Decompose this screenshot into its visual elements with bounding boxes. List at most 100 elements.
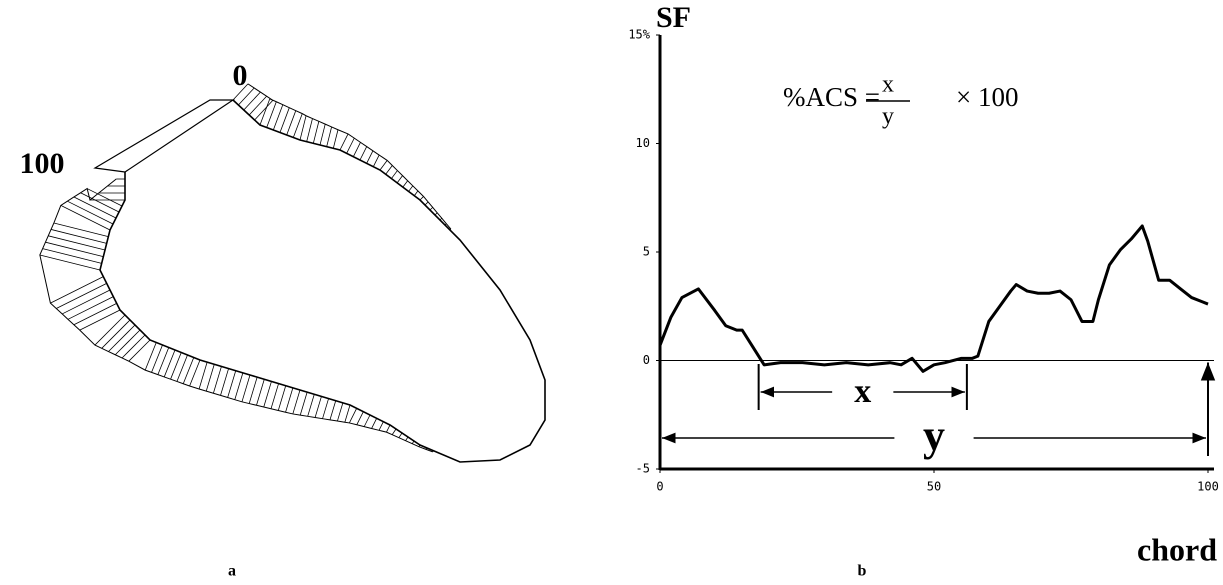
hatch-line [67,296,114,320]
hatch-line [270,383,279,409]
hatch-line [312,121,320,144]
hatch-line [332,129,339,149]
span-label: y [923,411,945,460]
band-edge [247,83,452,230]
data-line [658,224,1209,373]
hatch-line [402,180,408,188]
hatch-line [163,349,176,378]
hatch-line [73,196,117,219]
hatch-line [266,101,277,128]
hatch-line [232,83,249,101]
hatch-line [378,421,384,431]
hatch-line [45,241,104,258]
hatch-line [349,408,358,424]
hatch-line [339,133,349,151]
hatch-line [396,175,403,184]
hatch-line [419,196,424,201]
hatch-line [307,394,315,417]
hatch-line [220,368,229,396]
hatch-line [198,362,208,390]
caption: a [228,563,236,580]
hatch-line [322,398,329,419]
hatch-line [80,192,120,213]
hatch-line [314,396,322,418]
y-tick-label: 15% [628,28,650,42]
hatch-line [50,229,107,244]
formula-denominator: y [882,104,894,130]
diagram-label: 100 [20,147,65,180]
hatch-line [114,329,141,356]
hatch-line [56,282,107,309]
hatch-line [391,428,397,435]
band-edge [39,178,433,453]
hatch-line [398,432,403,438]
hatch-line [108,324,136,352]
hatch-line [299,392,308,416]
hatch-line [254,100,274,121]
hatch-line [379,160,388,171]
hatch-line [292,389,301,415]
hatch-line [50,276,104,304]
hatch-line [391,170,398,179]
contour [99,99,546,463]
x-tick-label: 100 [1197,480,1219,494]
hatch-line [319,124,326,146]
hatch-line [429,207,433,211]
hatch-line [60,205,111,231]
hatch-line [371,418,378,429]
hatch-line [344,404,351,423]
hatch-line [170,352,182,380]
hatch-line [48,235,106,251]
hatch-line [408,185,414,192]
hatch-line [413,190,419,196]
hatch-line [306,118,313,142]
diagram [39,83,546,463]
hatch-line [79,309,121,331]
hatch-line [234,372,244,400]
hatch-line [227,370,237,398]
y-tick-label: -5 [636,462,650,476]
hatch-line [176,354,188,382]
formula-left: %ACS = [783,82,880,112]
hatch-line [372,154,380,167]
formula-numerator: x [882,72,894,98]
hatch-line [286,110,297,136]
hatch-line [248,95,267,116]
hatch-line [259,98,271,126]
hatch-line [329,400,337,420]
y-tick-label: 0 [643,353,650,367]
hatch-line [405,436,409,441]
hatch-line [263,381,272,408]
hatch-line [121,334,146,359]
hatch-line [352,142,361,157]
hatch-line [151,344,163,373]
hatch-line [53,222,109,238]
hatch-line [205,364,215,392]
hatch-line [385,165,393,175]
hatch-line [292,113,303,138]
x-axis-label: chord [1137,531,1217,567]
hatch-line [128,339,151,362]
hatch-line [363,414,371,427]
hatch-line [272,104,284,131]
hatch-line [346,137,355,154]
origin-wedge [93,99,235,173]
hatch-line [277,385,287,411]
hatch-line [299,115,307,141]
hatch-line [212,366,222,394]
caption: b [858,563,867,580]
hatch-line [42,248,102,264]
hatch-line [285,387,294,413]
hatch-line [386,424,391,433]
hatch-line [359,146,368,161]
hatch-line [238,87,255,106]
hatch-line [248,377,258,404]
span-label: x [854,373,871,410]
hatch-line [326,126,332,147]
hatch-line [86,188,123,207]
formula-right: × 100 [956,82,1018,112]
hatch-line [182,357,195,384]
hatch-line [61,289,111,315]
hatch-line [94,314,126,346]
